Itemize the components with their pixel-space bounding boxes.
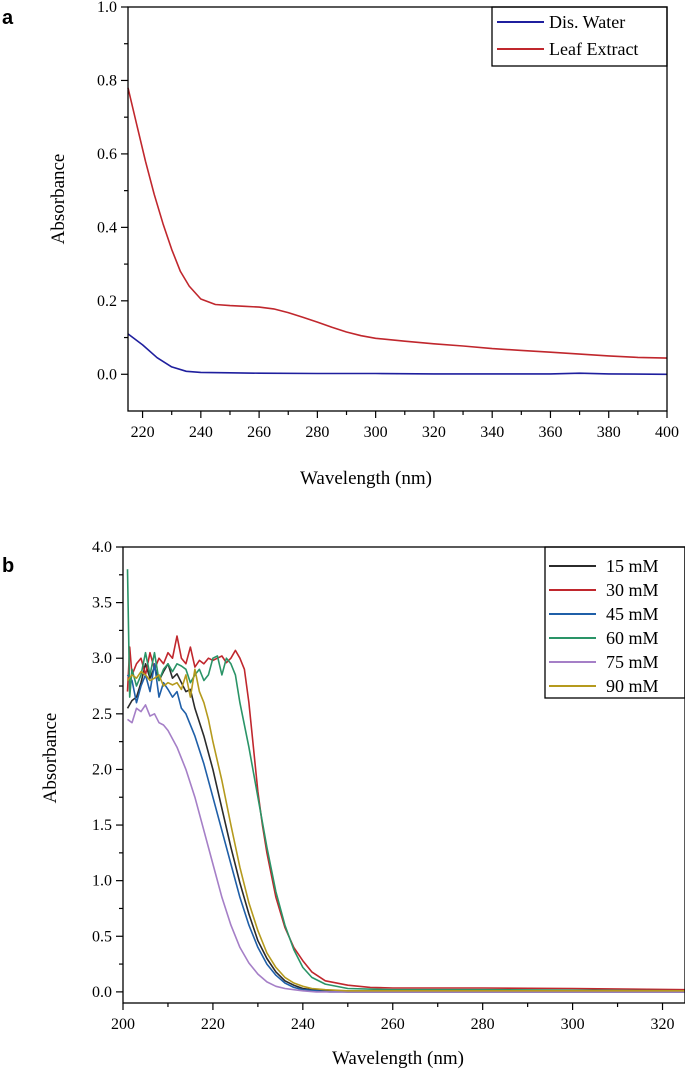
panel-a-xtick-label: 380: [597, 424, 621, 441]
panel-b-xtick-label: 320: [651, 1016, 675, 1033]
panel-a-xtick-label: 320: [422, 424, 446, 441]
panel-a-ytick-label: 0.0: [97, 366, 117, 383]
panel-b-ytick-label: 3.0: [92, 650, 112, 667]
panel-a-ytick-label: 0.4: [97, 219, 117, 236]
panel-b-xtick-label: 200: [111, 1016, 135, 1033]
panel-a-ytick-label: 0.8: [97, 72, 117, 89]
panel-a-xtick-label: 280: [305, 424, 329, 441]
panel-a-legend-box: [491, 6, 668, 67]
panel-b-legend-label: 60 mM: [606, 628, 659, 648]
panel-a-ytick-label: 1.0: [97, 0, 117, 16]
panel-a-xlabel: Wavelength (nm): [300, 468, 432, 489]
panel-a-plot-frame: [127, 6, 668, 412]
panel-b-ytick-label: 1.5: [92, 817, 112, 834]
panel-b-xtick-label: 260: [381, 1016, 405, 1033]
panel-b-legend-label: 30 mM: [606, 580, 659, 600]
panel-b-xtick-label: 300: [561, 1016, 585, 1033]
panel-a: a 220 240 260 280 300 320 340 360 380 400 0.0 0.2 0…: [2, 0, 679, 489]
panel-a-xtick-label: 400: [655, 424, 679, 441]
panel-b-legend-label: 45 mM: [606, 604, 659, 624]
panel-a-ytick-label: 0.6: [97, 146, 117, 163]
panel-b-series-60-mm: [126, 569, 685, 992]
panel-b-ytick-label: 1.0: [92, 873, 112, 890]
panel-b-series-90-mm: [126, 668, 685, 992]
panel-b: b 200 220 240 260 280 300 320 0.0 0.5 1.0 1.5 2.0 2…: [2, 539, 685, 1069]
panel-b-legend-label: 15 mM: [606, 556, 659, 576]
panel-b-ytick-label: 0.0: [92, 984, 112, 1001]
panel-b-ylabel: Absorbance: [40, 713, 61, 804]
panel-b-plot-frame: [122, 546, 685, 1004]
panel-b-xtick-label: 220: [201, 1016, 225, 1033]
panel-b-legend: 15 mM 30 mM 45 mM 60 mM 75 mM 90 mM: [544, 546, 685, 699]
panel-b-xtick-label: 280: [471, 1016, 495, 1033]
panel-b-ytick-label: 3.5: [92, 595, 112, 612]
panel-b-ytick-label: 4.0: [92, 539, 112, 556]
panel-a-series-dis-water: [127, 333, 668, 376]
panel-b-xtick-label: 240: [291, 1016, 315, 1033]
panel-b-series-15-mm: [126, 662, 685, 993]
panel-a-ylabel: Absorbance: [48, 154, 69, 245]
panel-b-series-45-mm: [126, 662, 685, 993]
panel-a-legend: Dis. Water Leaf Extract: [491, 6, 668, 67]
panel-a-xtick-label: 360: [538, 424, 562, 441]
panel-a-xtick-label: 300: [364, 424, 388, 441]
panel-b-series-30-mm: [126, 635, 685, 991]
panel-a-legend-label: Leaf Extract: [549, 39, 638, 59]
panel-b-legend-label: 75 mM: [606, 652, 659, 672]
panel-a-ytick-label: 0.2: [97, 293, 117, 310]
panel-a-xtick-label: 260: [247, 424, 271, 441]
panel-b-series-75-mm: [127, 704, 685, 993]
panel-b-ytick-label: 2.0: [92, 761, 112, 778]
panel-b-ytick-label: 0.5: [92, 928, 112, 945]
panel-a-letter: a: [2, 7, 14, 29]
panel-b-legend-label: 90 mM: [606, 676, 659, 696]
panel-b-xlabel: Wavelength (nm): [332, 1048, 464, 1069]
panel-a-legend-label: Dis. Water: [549, 12, 625, 32]
panel-b-legend-box: [544, 546, 685, 699]
panel-b-letter: b: [2, 555, 14, 577]
panel-a-xtick-label: 240: [189, 424, 213, 441]
panel-a-series-leaf-extract: [127, 87, 668, 359]
panel-a-xtick-label: 220: [131, 424, 155, 441]
panel-b-ytick-label: 2.5: [92, 706, 112, 723]
panel-a-xtick-label: 340: [480, 424, 504, 441]
